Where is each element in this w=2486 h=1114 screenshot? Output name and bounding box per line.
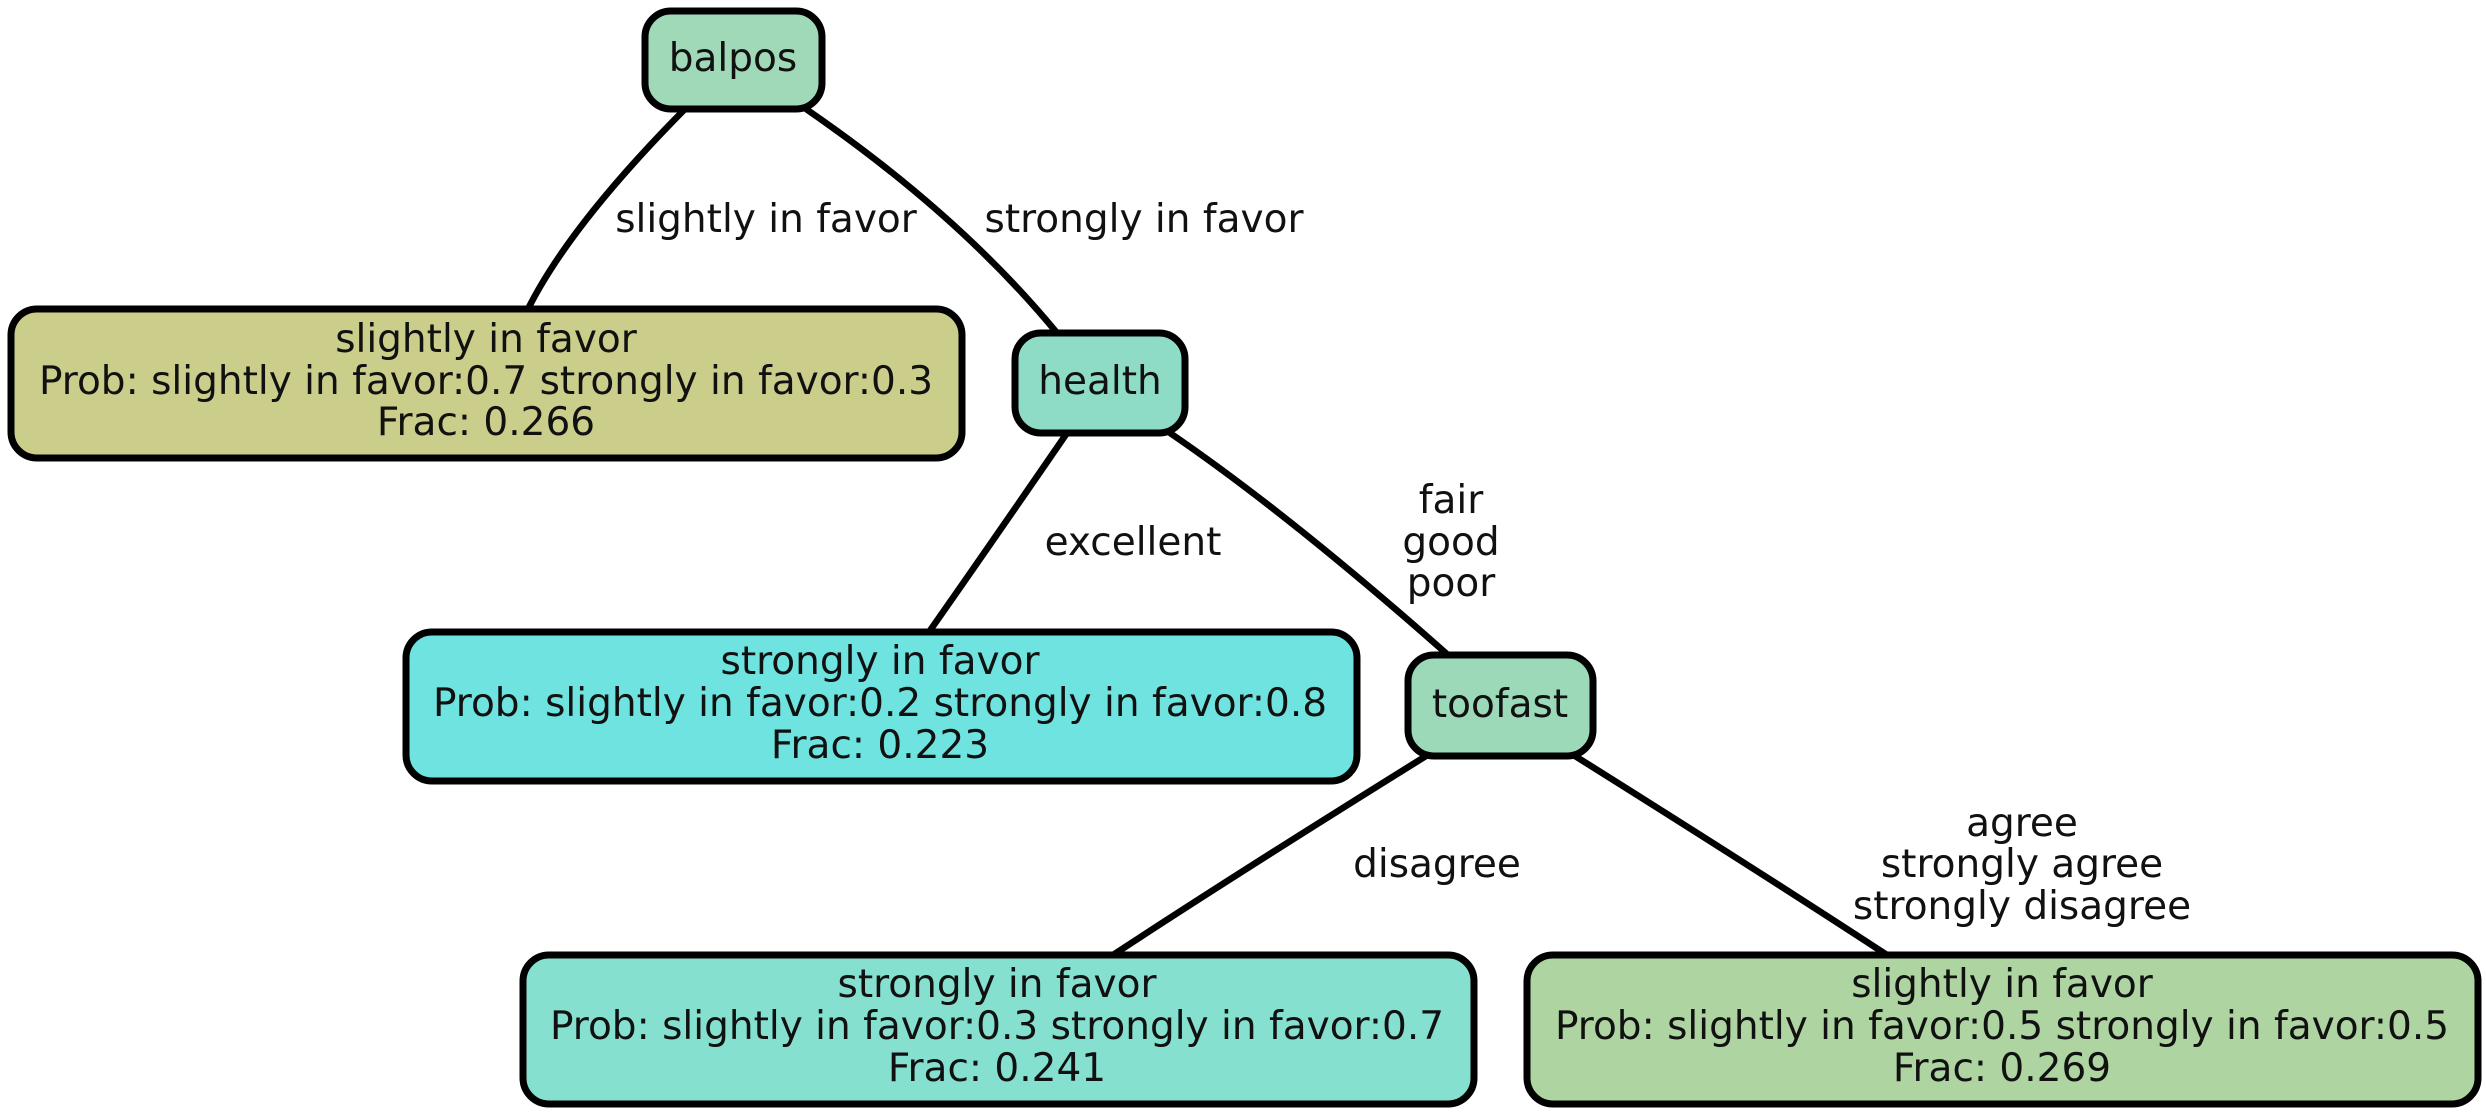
leaf-node-2-title: strongly in favor (721, 639, 1041, 684)
node-balpos: balpos (641, 7, 826, 113)
edge-label-health-toofast-2: good (1402, 520, 1499, 565)
node-health-label: health (1038, 359, 1161, 404)
leaf-node-2: strongly in favor Prob: slightly in favo… (402, 628, 1361, 785)
leaf-node-4-title: slightly in favor (1851, 962, 2154, 1007)
leaf-node-3-title: strongly in favor (838, 962, 1158, 1007)
edge-label-toofast-leaf3: disagree (1353, 842, 1521, 887)
leaf-node-3-frac: Frac: 0.241 (888, 1046, 1106, 1091)
node-toofast-box (1404, 651, 1597, 760)
leaf-node-1: slightly in favor Prob: slightly in favo… (7, 305, 966, 462)
leaf-node-4-box (1523, 951, 2482, 1108)
node-health-box (1011, 329, 1189, 437)
node-toofast: toofast (1404, 651, 1597, 760)
leaf-node-4: slightly in favor Prob: slightly in favo… (1523, 951, 2482, 1108)
node-balpos-label: balpos (669, 36, 797, 81)
node-balpos-box (641, 7, 826, 113)
leaf-node-1-prob: Prob: slightly in favor:0.7 strongly in … (39, 359, 933, 404)
leaf-node-1-box (7, 305, 966, 462)
edge-label-health-leaf2: excellent (1045, 520, 1222, 565)
leaf-node-2-prob: Prob: slightly in favor:0.2 strongly in … (433, 681, 1327, 726)
leaf-node-2-box (402, 628, 1361, 785)
edge-label-toofast-leaf4-2: strongly agree (1881, 842, 2163, 887)
edge-balpos-health (802, 105, 1061, 337)
edge-toofast-leaf4 (1571, 752, 1891, 959)
edge-label-balpos-health: strongly in favor (985, 197, 1305, 242)
leaf-node-3: strongly in favor Prob: slightly in favo… (519, 951, 1478, 1108)
leaf-node-4-prob: Prob: slightly in favor:0.5 strongly in … (1555, 1004, 2449, 1049)
edge-balpos-leaf1 (524, 105, 689, 313)
edge-label-health-toofast-1: fair (1419, 478, 1484, 523)
leaf-node-4-frac: Frac: 0.269 (1893, 1046, 2111, 1091)
edge-label-health-toofast-3: poor (1407, 561, 1496, 606)
edge-health-toofast (1166, 429, 1452, 659)
leaf-node-3-prob: Prob: slightly in favor:0.3 strongly in … (550, 1004, 1444, 1049)
node-health: health (1011, 329, 1189, 437)
edge-toofast-leaf3 (1109, 752, 1430, 959)
leaf-node-3-box (519, 951, 1478, 1108)
leaf-node-1-title: slightly in favor (335, 317, 638, 362)
edge-label-toofast-leaf4-1: agree (1966, 801, 2078, 846)
edge-label-balpos-leaf1: slightly in favor (615, 197, 918, 242)
edge-label-toofast-leaf4-3: strongly disagree (1853, 884, 2191, 929)
node-toofast-label: toofast (1432, 682, 1568, 727)
leaf-node-2-frac: Frac: 0.223 (771, 723, 989, 768)
leaf-node-1-frac: Frac: 0.266 (377, 400, 595, 445)
edge-health-leaf2 (925, 429, 1071, 636)
